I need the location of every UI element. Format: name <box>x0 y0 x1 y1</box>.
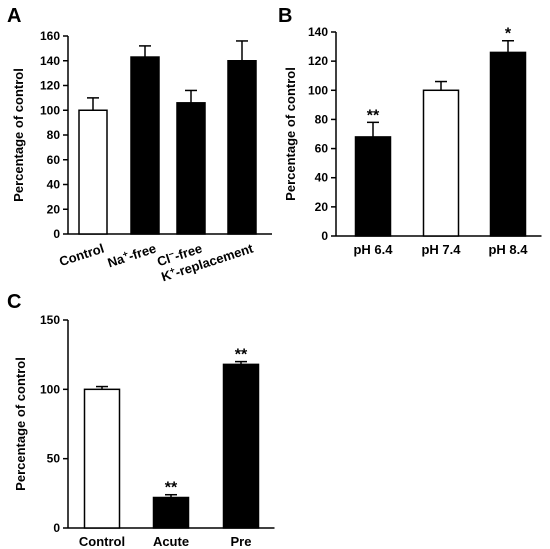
x-category-label: Control <box>79 534 125 549</box>
y-tick-label: 0 <box>53 227 60 241</box>
x-category-label: pH 6.4 <box>353 242 393 257</box>
y-tick-label: 50 <box>47 452 61 466</box>
bar <box>489 51 527 237</box>
significance-mark: ** <box>235 347 248 364</box>
bar <box>222 363 260 529</box>
bar <box>78 109 108 235</box>
y-tick-label: 160 <box>40 29 60 43</box>
panel-a: A Percentage of control 0 20 40 60 80 100 120 14… <box>7 5 272 284</box>
y-tick-label: 80 <box>47 128 61 142</box>
x-category-label: pH 7.4 <box>421 242 461 257</box>
y-tick-label: 100 <box>40 103 60 117</box>
y-axis-label: Percentage of control <box>283 67 298 201</box>
y-tick-label: 0 <box>321 229 328 243</box>
y-tick-label: 100 <box>308 83 328 97</box>
bar <box>176 102 206 235</box>
y-tick-label: 20 <box>47 202 61 216</box>
y-tick-label: 80 <box>315 112 329 126</box>
bar <box>152 496 190 529</box>
significance-mark: ** <box>165 480 178 497</box>
y-tick-label: 0 <box>53 521 60 535</box>
bar <box>130 56 160 235</box>
x-category-label: Acute <box>153 534 189 549</box>
panel-letter-c: C <box>7 291 21 313</box>
y-axis-label: Percentage of control <box>11 68 26 202</box>
y-tick-label: 140 <box>40 54 60 68</box>
x-category-label: Pre <box>231 534 252 549</box>
panel-a-plot: Percentage of control 0 20 40 60 80 100 120 140 1… <box>11 29 272 284</box>
x-category-label: Control <box>57 241 106 270</box>
y-tick-label: 120 <box>308 54 328 68</box>
panel-b-plot: Percentage of control 0 20 40 60 80 100 120 140 *… <box>283 25 542 257</box>
x-category-label: pH 8.4 <box>488 242 528 257</box>
significance-mark: * <box>505 26 512 43</box>
panel-letter-b: B <box>278 5 292 27</box>
panel-b: B Percentage of control 0 20 40 60 80 100 120 14… <box>278 5 542 257</box>
x-category-label: K+-replacement <box>159 239 255 284</box>
y-tick-label: 60 <box>315 142 329 156</box>
y-tick-label: 40 <box>47 178 61 192</box>
significance-mark: ** <box>367 107 380 124</box>
panel-letter-a: A <box>7 5 21 27</box>
bar <box>354 136 392 237</box>
y-axis-label: Percentage of control <box>13 357 28 491</box>
y-tick-label: 140 <box>308 25 328 39</box>
bar <box>422 89 460 237</box>
y-tick-label: 20 <box>315 200 329 214</box>
panel-c-plot: Percentage of control 0 50 100 150 Control ** A… <box>13 313 275 549</box>
bar <box>227 60 257 235</box>
panel-c: C Percentage of control 0 50 100 150 Control *… <box>7 291 275 549</box>
y-tick-label: 100 <box>40 382 60 396</box>
bar <box>83 388 121 529</box>
y-tick-label: 60 <box>47 153 61 167</box>
y-tick-label: 40 <box>315 171 329 185</box>
x-category-label: Na+-free <box>105 240 158 271</box>
y-tick-label: 120 <box>40 79 60 93</box>
y-tick-label: 150 <box>40 313 60 327</box>
